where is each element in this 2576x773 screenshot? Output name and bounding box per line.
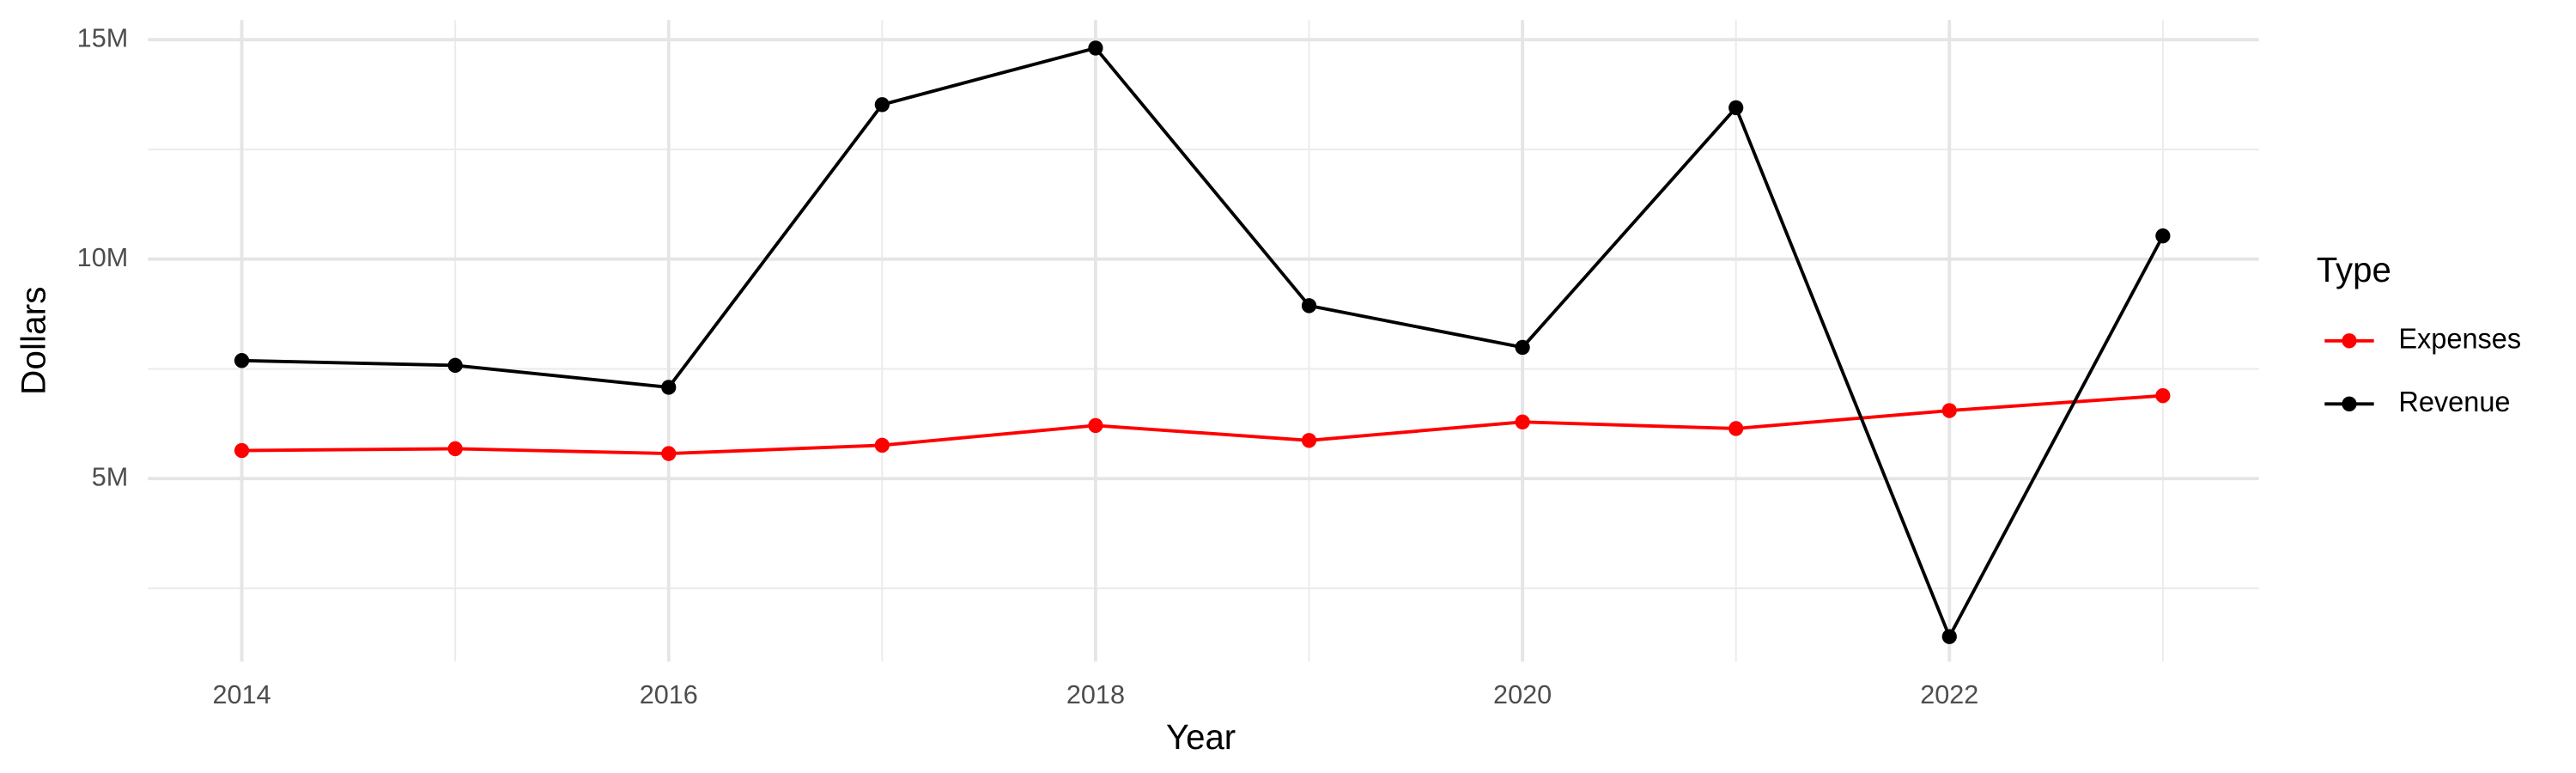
data-point [1728,421,1744,436]
data-point [1088,40,1103,56]
x-tick-label: 2018 [1066,679,1125,709]
data-point [2155,228,2171,244]
data-point [2155,387,2171,404]
data-point [447,441,463,457]
series-line [241,46,2165,641]
data-point [1941,403,1957,418]
marks [234,40,2171,644]
legend-title: Type [2317,250,2391,289]
x-tick-label: 2022 [1920,679,1978,709]
data-point [1515,339,1530,356]
legend-label: Expenses [2398,322,2521,354]
data-point [1088,417,1103,434]
y-tick-label: 15M [77,22,129,52]
legend-swatch-point [2342,333,2357,349]
grid [148,20,2259,662]
data-point [661,380,677,395]
y-axis-title: Dollars [14,287,53,395]
data-point [874,97,890,113]
y-tick-label: 10M [77,242,129,272]
x-axis-title: Year [1166,717,1236,757]
data-point [447,357,463,374]
legend-swatch-point [2342,396,2357,412]
x-tick-label: 2020 [1493,679,1552,709]
x-tick-label: 2016 [640,679,698,709]
data-point [1301,298,1317,313]
data-point [1301,433,1317,448]
x-tick-label: 2014 [213,679,271,709]
y-tick-label: 5M [92,461,129,491]
data-point [874,437,890,453]
data-point [661,446,677,461]
data-point [1515,414,1530,430]
data-point [1728,100,1744,116]
data-point [1941,629,1957,644]
legend-label: Revenue [2398,386,2510,417]
data-point [234,353,250,368]
series-line [241,393,2164,456]
data-point [234,442,250,459]
